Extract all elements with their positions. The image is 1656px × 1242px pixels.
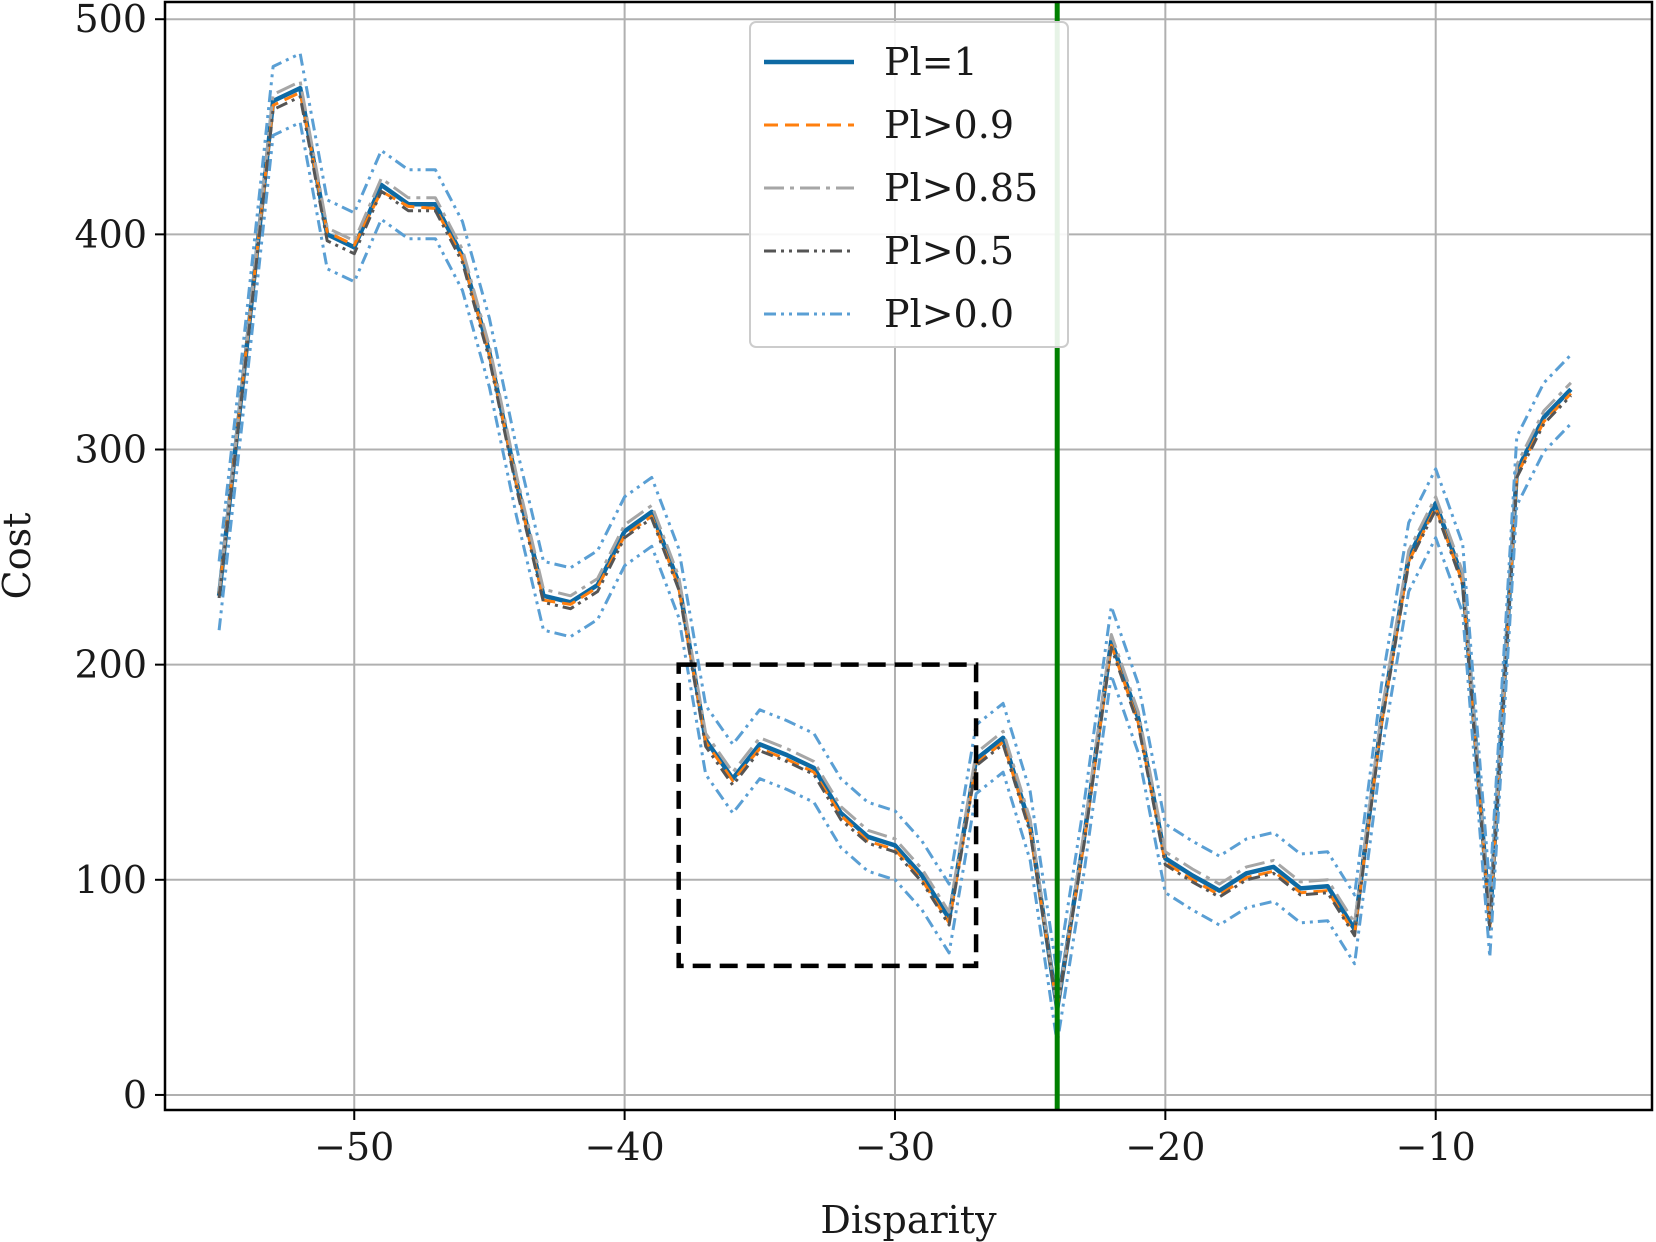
legend-label: Pl=1 bbox=[884, 40, 978, 84]
series-pl-0-5 bbox=[217, 95, 1572, 1011]
legend-label: Pl>0.9 bbox=[884, 103, 1014, 147]
x-tick-label: −50 bbox=[314, 1125, 394, 1169]
x-tick-label: −30 bbox=[855, 1125, 935, 1169]
legend: Pl=1 Pl>0.9 Pl>0.85 Pl>0.5 Pl>0.0 bbox=[749, 21, 1069, 348]
series-line-upper bbox=[217, 52, 1572, 976]
y-axis-label: Cost bbox=[0, 513, 39, 600]
legend-label: Pl>0.5 bbox=[884, 229, 1014, 273]
x-tick-label: −40 bbox=[585, 1125, 665, 1169]
series-line bbox=[216, 85, 1573, 1012]
x-tick-label: −10 bbox=[1396, 1125, 1476, 1169]
series-layer bbox=[216, 52, 1573, 1045]
series-pl-0-85 bbox=[217, 80, 1572, 1011]
series-line bbox=[217, 80, 1572, 1011]
plot-frame bbox=[163, 0, 1654, 1112]
series-line-lower bbox=[217, 121, 1572, 1045]
y-tick-label: 500 bbox=[74, 0, 147, 41]
y-tick-label: 300 bbox=[74, 428, 147, 472]
x-tick-label: −20 bbox=[1125, 1125, 1205, 1169]
series-pl-1 bbox=[216, 85, 1573, 1012]
series-line bbox=[217, 95, 1572, 1011]
x-axis-label: Disparity bbox=[820, 1198, 997, 1242]
highlight-box bbox=[676, 662, 979, 969]
y-tick-label: 400 bbox=[74, 212, 147, 256]
y-tick-label: 0 bbox=[123, 1073, 147, 1117]
y-tick-label: 100 bbox=[74, 858, 147, 902]
legend-label: Pl>0.0 bbox=[884, 292, 1014, 336]
series-pl-0-0 bbox=[217, 52, 1572, 1045]
legend-label: Pl>0.85 bbox=[884, 166, 1038, 210]
legend-box bbox=[749, 21, 1069, 348]
y-tick-label: 200 bbox=[74, 643, 147, 687]
